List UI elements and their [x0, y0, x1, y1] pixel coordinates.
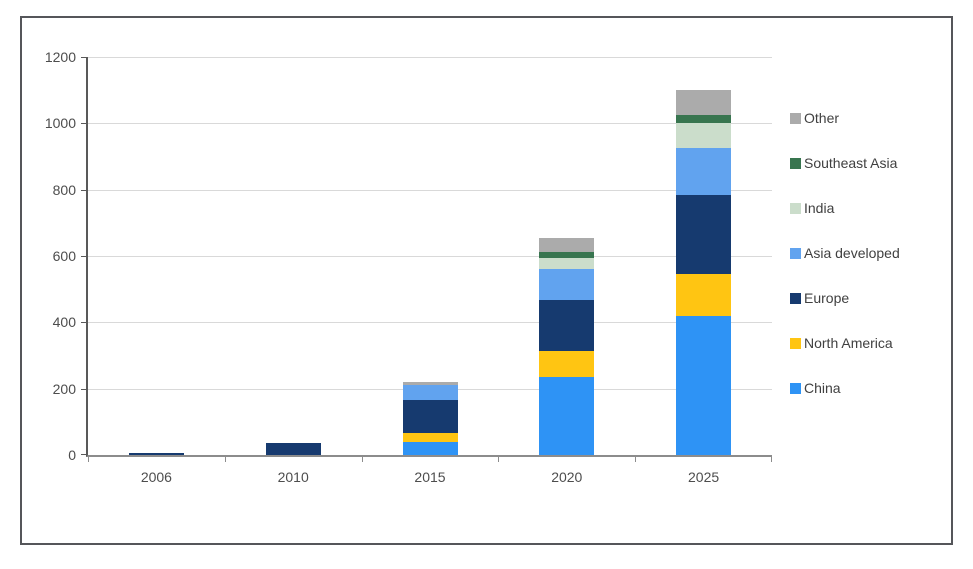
legend-label: India	[804, 200, 835, 216]
y-axis-label: 1200	[44, 49, 76, 65]
legend-item-india: India	[790, 199, 900, 217]
legend-swatch	[790, 157, 801, 169]
bar-segment-india-2020	[539, 258, 595, 269]
legend-item-asia-developed: Asia developed	[790, 244, 900, 262]
y-axis-label: 200	[52, 380, 76, 397]
bar-segment-europe-2015	[402, 400, 458, 434]
legend-label: Asia developed	[804, 245, 900, 261]
bar-segment-southeast-asia-2025	[676, 115, 732, 124]
legend-item-north-america: North America	[790, 334, 900, 352]
legend-swatch	[790, 292, 801, 304]
bar-segment-southeast-asia-2020	[539, 251, 595, 259]
y-axis-tick	[81, 388, 88, 390]
legend: Other Southeast Asia India Asia developed Eu…	[790, 109, 900, 397]
bar-segment-north-america-2020	[539, 351, 595, 378]
x-axis-tick	[224, 457, 226, 462]
x-axis-tick	[88, 457, 89, 462]
legend-swatch	[790, 382, 801, 394]
bar-segment-asia-developed-2015	[402, 385, 458, 401]
gridline-400	[88, 322, 772, 324]
bar-2015	[402, 382, 458, 455]
bar-segment-asia-developed-2020	[539, 268, 595, 300]
bar-segment-other-2020	[539, 238, 595, 252]
gridline-600	[88, 256, 772, 257]
y-axis-label: 400	[52, 314, 76, 331]
bar-segment-europe-2010	[265, 443, 321, 455]
gridline-800	[88, 189, 772, 191]
x-axis-label: 2010	[277, 469, 309, 485]
x-axis-tick	[771, 457, 772, 462]
y-axis-tick	[81, 322, 88, 324]
legend-label: Other	[804, 110, 840, 126]
y-axis-tick	[81, 256, 88, 257]
legend-swatch	[790, 112, 801, 124]
legend-item-china: China	[790, 379, 900, 397]
legend-swatch	[790, 202, 801, 214]
y-axis-tick	[81, 123, 88, 125]
chart-frame: Other Southeast Asia India Asia developed Eu…	[20, 16, 953, 545]
bar-segment-north-america-2025	[676, 274, 732, 316]
bar-2010	[265, 443, 321, 455]
legend-swatch	[790, 337, 801, 349]
x-axis-label: 2006	[140, 469, 172, 485]
x-axis-label: 2015	[414, 469, 446, 485]
bar-segment-europe-2020	[539, 299, 595, 352]
bar-segment-china-2015	[402, 441, 458, 455]
bar-segment-china-2025	[676, 315, 732, 455]
legend-item-europe: Europe	[790, 289, 900, 307]
x-axis-label: 2020	[551, 469, 583, 485]
y-axis-label: 0	[68, 447, 76, 463]
bar-2006	[128, 453, 184, 455]
legend-label: Europe	[804, 290, 850, 306]
bar-segment-china-2020	[539, 377, 595, 455]
legend-item-southeast-asia: Southeast Asia	[790, 154, 900, 172]
bar-2025	[676, 89, 732, 455]
y-axis-tick	[81, 454, 88, 455]
bar-2020	[539, 238, 595, 455]
bar-segment-india-2025	[676, 123, 732, 149]
bar-segment-other-2025	[676, 89, 732, 116]
bar-segment-europe-2006	[128, 453, 184, 455]
legend-item-other: Other	[790, 109, 900, 127]
y-axis-label: 1000	[44, 115, 76, 132]
legend-swatch	[790, 247, 801, 259]
x-axis-tick	[635, 457, 637, 462]
bar-segment-asia-developed-2025	[676, 148, 732, 195]
bar-segment-north-america-2015	[402, 433, 458, 442]
x-axis-label: 2025	[688, 469, 720, 485]
bar-segment-europe-2025	[676, 194, 732, 275]
gridline-1200	[88, 57, 772, 58]
legend-label: Southeast Asia	[804, 155, 898, 171]
legend-label: North America	[804, 335, 893, 351]
x-axis-tick	[361, 457, 363, 462]
y-axis-tick	[81, 189, 88, 191]
bar-segment-other-2015	[402, 382, 458, 386]
y-axis-tick	[81, 57, 88, 58]
legend-label: China	[804, 380, 841, 396]
plot-area	[81, 57, 772, 462]
y-axis-label: 800	[52, 181, 76, 198]
gridline-1000	[88, 123, 772, 125]
y-axis-label: 600	[52, 248, 76, 264]
x-axis-tick	[498, 457, 500, 462]
